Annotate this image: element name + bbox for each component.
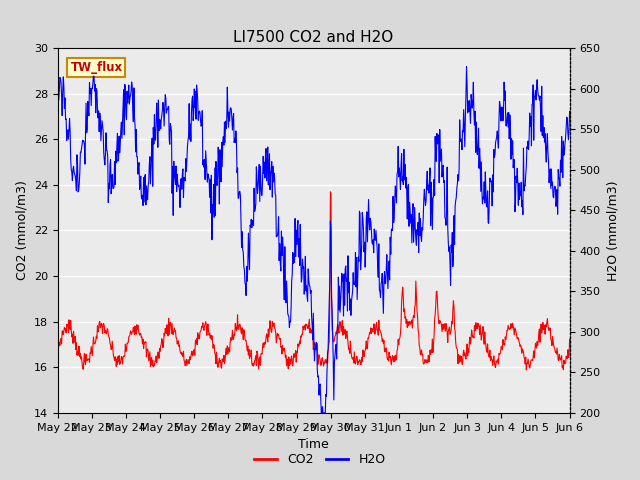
Legend: CO2, H2O: CO2, H2O (250, 448, 390, 471)
Y-axis label: CO2 (mmol/m3): CO2 (mmol/m3) (15, 180, 28, 280)
Text: TW_flux: TW_flux (70, 61, 122, 74)
Title: LI7500 CO2 and H2O: LI7500 CO2 and H2O (234, 30, 394, 46)
Y-axis label: H2O (mmol/m3): H2O (mmol/m3) (606, 180, 619, 281)
X-axis label: Time: Time (298, 438, 329, 451)
